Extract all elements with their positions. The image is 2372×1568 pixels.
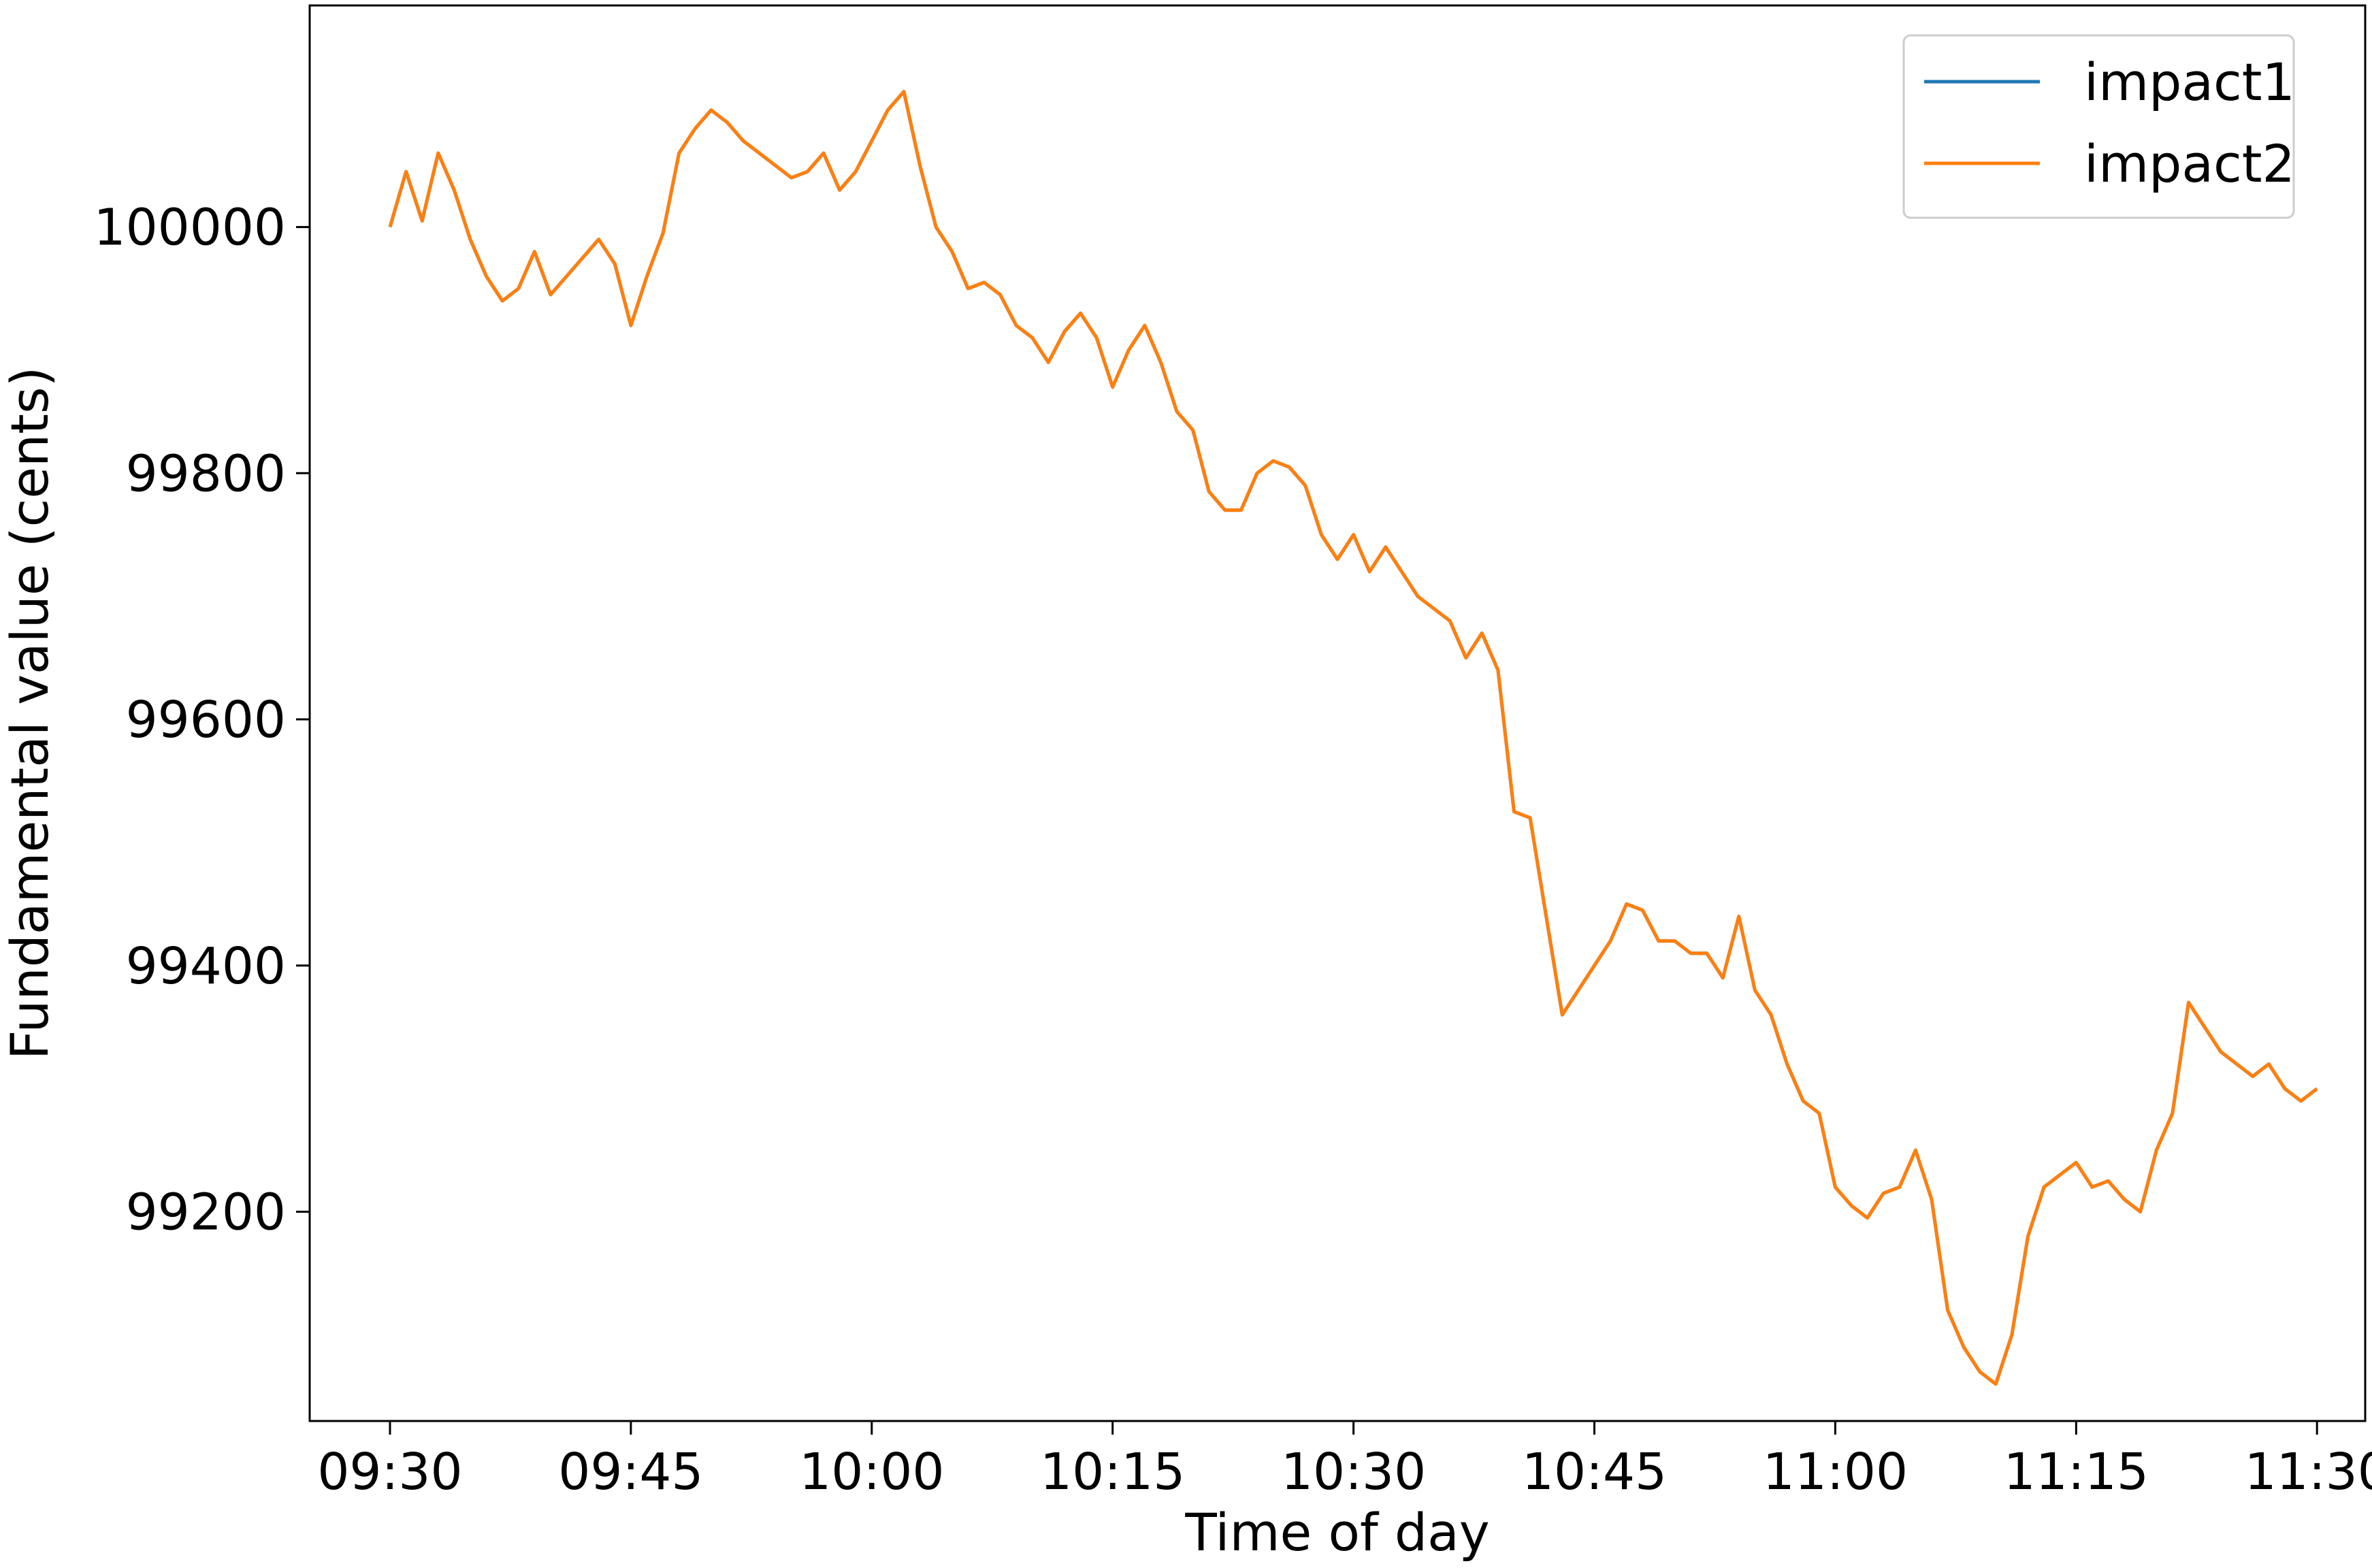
legend-label-impact2: impact2: [2084, 133, 2295, 194]
plot-lines: [388, 90, 2318, 1386]
y-tick-label: 100000: [94, 199, 287, 257]
x-axis-ticks: 09:30 09:45 10:00 10:15 10:30 10:45 11:00 11:15…: [317, 1421, 2372, 1501]
y-axis-ticks: 99200 99400 99600 99800 100000: [94, 199, 310, 1242]
x-tick-label: 11:30: [2245, 1443, 2372, 1501]
series-line-impact2: [388, 90, 2318, 1386]
x-tick-label: 09:30: [317, 1443, 462, 1501]
x-tick-label: 11:15: [2004, 1443, 2149, 1501]
y-tick-label: 99400: [126, 937, 286, 996]
y-axis-label: Fundamental value (cents): [0, 367, 60, 1060]
x-tick-label: 10:30: [1281, 1443, 1426, 1501]
y-tick-label: 99200: [126, 1183, 286, 1242]
y-tick-label: 99800: [126, 444, 286, 503]
x-tick-label: 11:00: [1763, 1443, 1908, 1501]
x-tick-label: 10:45: [1522, 1443, 1667, 1501]
y-tick-label: 99600: [126, 691, 286, 749]
x-tick-label: 10:15: [1040, 1443, 1185, 1501]
legend-label-impact1: impact1: [2084, 52, 2295, 112]
x-tick-label: 10:00: [799, 1443, 944, 1501]
plot-frame: [308, 4, 2367, 1422]
legend: impact1 impact2: [1902, 34, 2295, 219]
x-axis-label: Time of day: [1184, 1502, 1489, 1563]
x-tick-label: 09:45: [558, 1443, 703, 1501]
